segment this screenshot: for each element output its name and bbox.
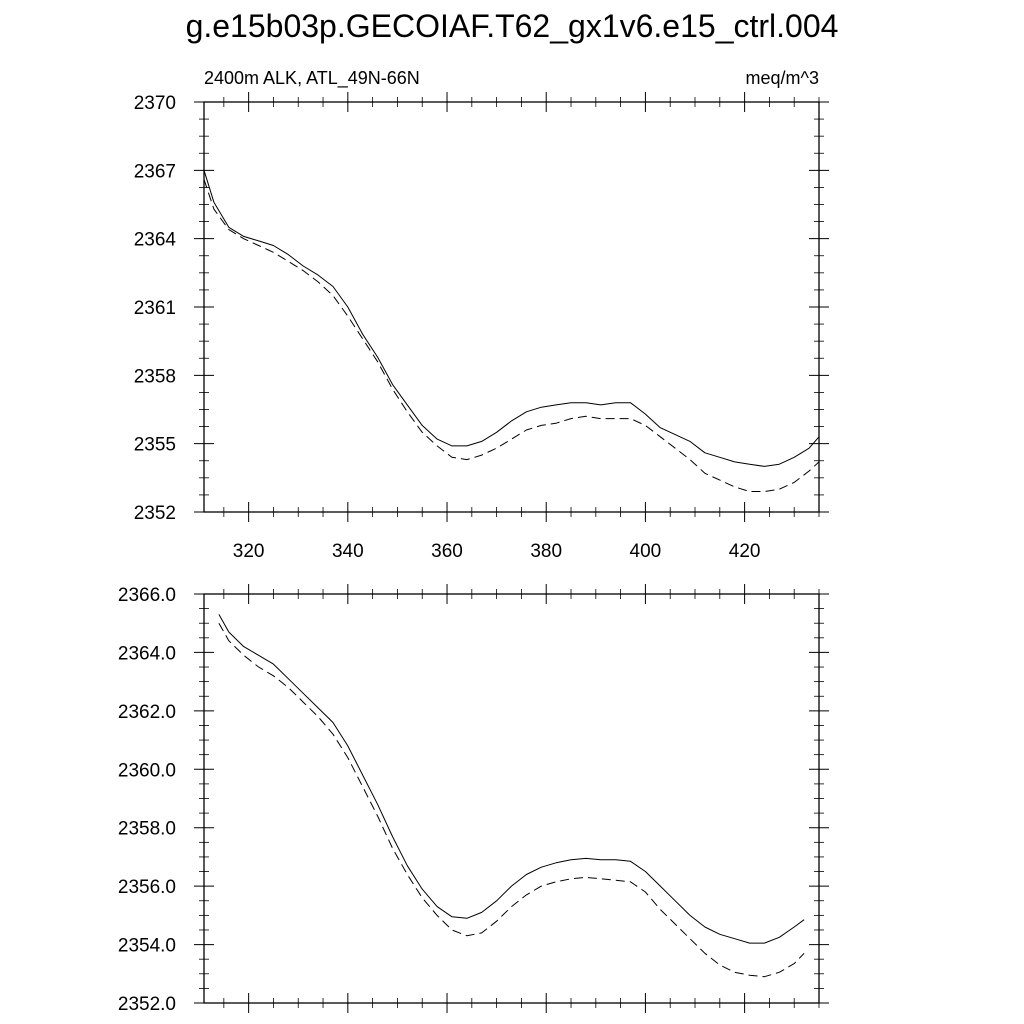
- y-tick-label: 2362.0: [118, 702, 176, 723]
- x-tick-label: 400: [630, 541, 662, 562]
- x-tick-label: 340: [332, 541, 364, 562]
- dashed-series-line: [219, 623, 804, 977]
- top-chart: 320 340 360 380 400 420 2352 2355 2358 2361 2364 23…: [134, 68, 829, 562]
- bottom-chart: 2352.0 2354.0 2356.0 2358.0 2360.0 2362.0 2364…: [118, 584, 829, 1015]
- y-tick-label: 2361: [134, 298, 176, 319]
- y-tick-label: 2356.0: [118, 877, 176, 898]
- y-tick-label: 2358: [134, 366, 176, 387]
- x-tick-label: 320: [233, 541, 265, 562]
- dashed-series-line: [204, 179, 819, 491]
- x-tick-label: 420: [729, 541, 761, 562]
- y-tick-label: 2352: [134, 503, 176, 524]
- x-tick-label: 380: [530, 541, 562, 562]
- right-header: meq/m^3: [746, 68, 819, 88]
- y-tick-label: 2358.0: [118, 819, 176, 840]
- y-tick-label: 2364.0: [118, 643, 176, 664]
- plot-frame: [204, 102, 819, 512]
- y-tick-label: 2367: [134, 161, 176, 182]
- plot-frame: [204, 594, 819, 1003]
- y-tick-label: 2370: [134, 93, 176, 114]
- y-tick-label: 2360.0: [118, 760, 176, 781]
- y-tick-label: 2364: [134, 230, 177, 251]
- y-tick-label: 2354.0: [118, 936, 176, 957]
- y-tick-label: 2355: [134, 435, 176, 456]
- y-tick-label: 2352.0: [118, 994, 176, 1015]
- solid-series-line: [204, 170, 819, 466]
- left-header: 2400m ALK, ATL_49N-66N: [204, 68, 420, 89]
- x-tick-label: 360: [431, 541, 463, 562]
- y-tick-label: 2366.0: [118, 585, 176, 606]
- solid-series-line: [219, 614, 804, 943]
